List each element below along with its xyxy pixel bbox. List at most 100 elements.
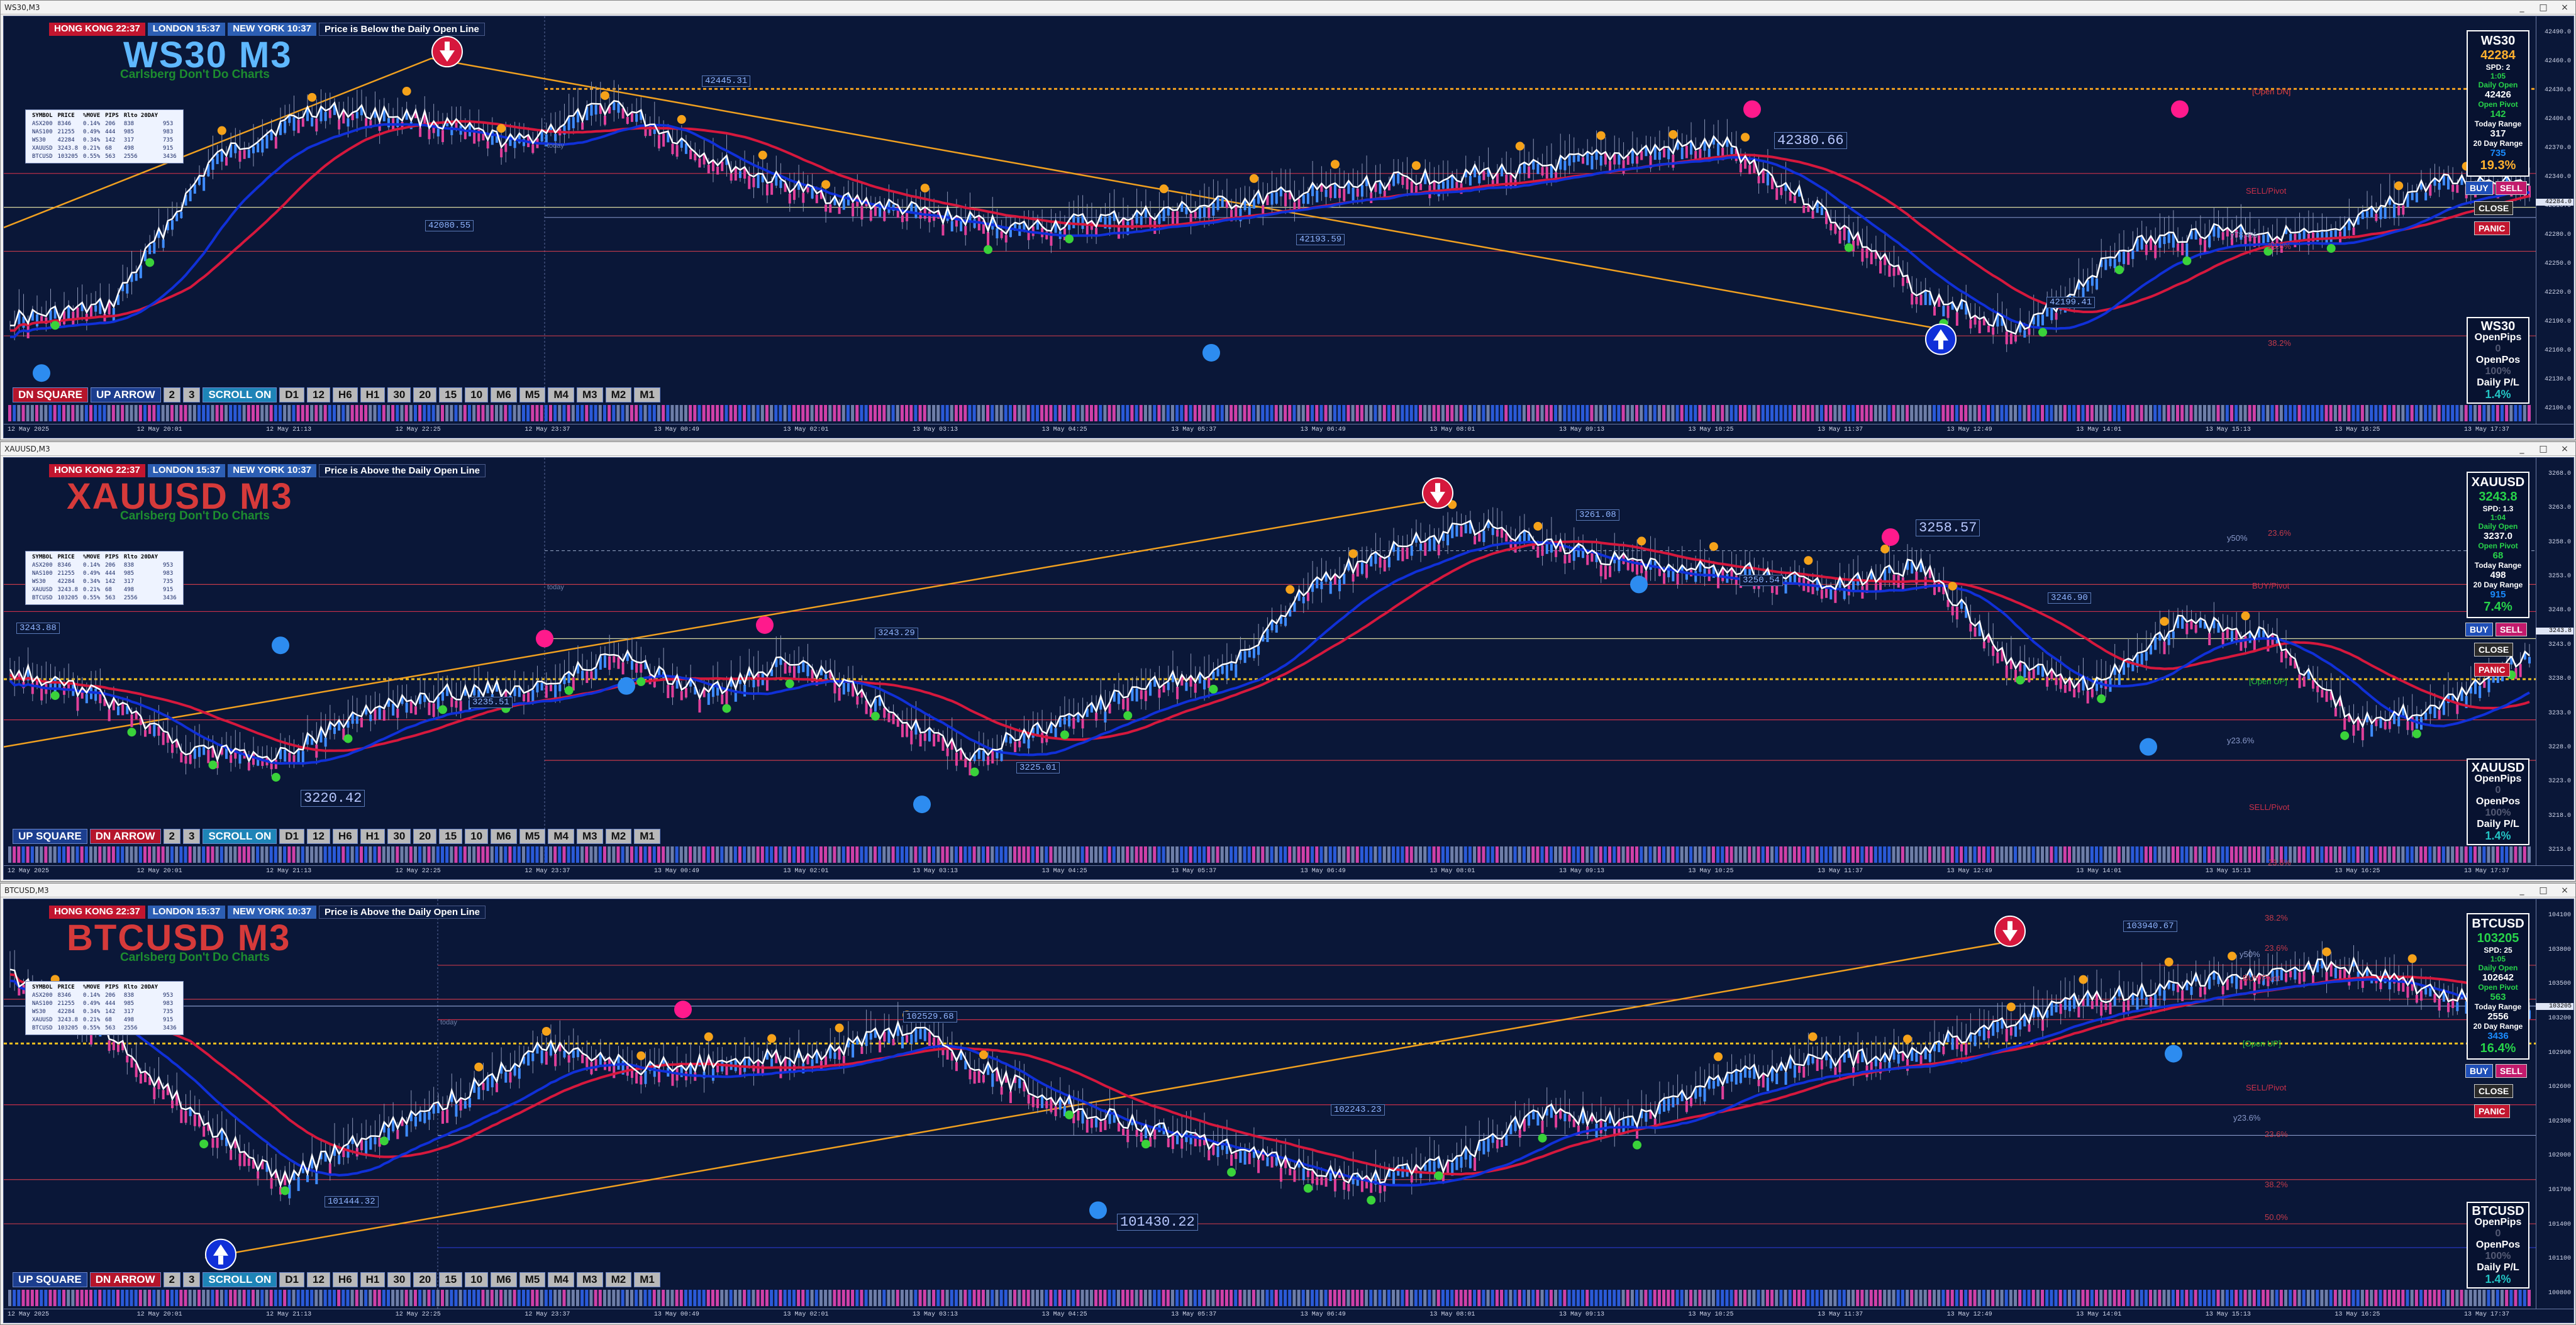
panic-button[interactable]: PANIC	[2474, 663, 2510, 677]
timeframe-button[interactable]: M5	[519, 1272, 546, 1287]
panic-button[interactable]: PANIC	[2474, 1104, 2510, 1118]
chart-window-btcusd[interactable]: BTCUSD,M3 _ □ × HONG KONG 22:37 LONDON 1…	[0, 883, 2576, 1325]
scroll-toggle-button[interactable]: SCROLL ON	[203, 1272, 277, 1287]
timeframe-button[interactable]: H1	[360, 829, 386, 844]
newyork-clock: NEW YORK 10:37	[228, 23, 316, 36]
time-axis[interactable]: 12 May 2025 12 May 20:01 12 May 21:13 12 Ma…	[4, 424, 2573, 438]
signal-arrow-button[interactable]: DN ARROW	[89, 829, 161, 844]
timeframe-button[interactable]: M1	[634, 829, 660, 844]
timeframe-button[interactable]: 10	[465, 387, 489, 402]
timeframe-button[interactable]: D1	[279, 829, 304, 844]
sell-button[interactable]: SELL	[2496, 181, 2527, 195]
close-positions-button[interactable]: CLOSE	[2474, 1084, 2514, 1098]
timeframe-button[interactable]: M4	[548, 829, 574, 844]
number-button[interactable]: 3	[182, 387, 201, 402]
panel-spread: SPD: 2	[2485, 63, 2511, 72]
timeframe-button[interactable]: M3	[576, 829, 603, 844]
price-plot[interactable]	[4, 899, 2536, 1309]
timeframe-button[interactable]: 15	[439, 387, 463, 402]
price-chart[interactable]: HONG KONG 22:37 LONDON 15:37 NEW YORK 10…	[3, 16, 2574, 438]
signal-shape-button[interactable]: UP SQUARE	[13, 829, 87, 844]
timeframe-button[interactable]: 10	[465, 1272, 489, 1287]
timeframe-button[interactable]: H1	[360, 387, 386, 402]
timeframe-button[interactable]: M6	[491, 829, 517, 844]
price-axis[interactable]: 3268.0 3263.0 3258.0 3253.0 3248.0 3243.0 3238…	[2536, 458, 2573, 865]
close-window-button[interactable]: ×	[2561, 443, 2568, 454]
signal-shape-button[interactable]: UP SQUARE	[13, 1272, 87, 1287]
timeframe-button[interactable]: M2	[605, 1272, 632, 1287]
price-chart[interactable]: HONG KONG 22:37 LONDON 15:37 NEW YORK 10…	[3, 457, 2574, 880]
price-plot[interactable]	[4, 16, 2536, 424]
timeframe-button[interactable]: M2	[605, 829, 632, 844]
buy-button[interactable]: BUY	[2465, 181, 2493, 195]
timeframe-button[interactable]: 30	[387, 1272, 411, 1287]
timeframe-button[interactable]: M4	[548, 387, 574, 402]
window-titlebar[interactable]: BTCUSD,M3 _ □ ×	[1, 884, 2575, 897]
timeframe-button[interactable]: 15	[439, 1272, 463, 1287]
timeframe-button[interactable]: M3	[576, 387, 603, 402]
timeframe-button[interactable]: M5	[519, 387, 546, 402]
close-window-button[interactable]: ×	[2561, 2, 2568, 13]
timeframe-button[interactable]: 12	[307, 1272, 330, 1287]
timeframe-button[interactable]: 20	[413, 387, 437, 402]
number-button[interactable]: 3	[182, 1272, 201, 1287]
panic-button[interactable]: PANIC	[2474, 221, 2510, 235]
timeframe-button[interactable]: D1	[279, 387, 304, 402]
price-chart[interactable]: HONG KONG 22:37 LONDON 15:37 NEW YORK 10…	[3, 899, 2574, 1323]
timeframe-button[interactable]: 20	[413, 1272, 437, 1287]
timeframe-button[interactable]: M3	[576, 1272, 603, 1287]
number-button[interactable]: 3	[182, 829, 201, 844]
timeframe-button[interactable]: 10	[465, 829, 489, 844]
timeframe-button[interactable]: M6	[491, 387, 517, 402]
timeframe-button[interactable]: 12	[307, 387, 330, 402]
scroll-toggle-button[interactable]: SCROLL ON	[203, 387, 277, 402]
sell-button[interactable]: SELL	[2496, 623, 2527, 636]
timeframe-button[interactable]: 30	[387, 387, 411, 402]
price-plot[interactable]	[4, 458, 2536, 865]
number-button[interactable]: 2	[163, 829, 180, 844]
close-positions-button[interactable]: CLOSE	[2474, 201, 2514, 215]
time-axis[interactable]: 12 May 2025 12 May 20:01 12 May 21:13 12 Ma…	[4, 865, 2573, 879]
signal-arrow-button[interactable]: DN ARROW	[89, 1272, 161, 1287]
timeframe-button[interactable]: M1	[634, 1272, 660, 1287]
timeframe-button[interactable]: M1	[634, 387, 660, 402]
table-cell: 498	[123, 145, 135, 152]
chart-window-xauusd[interactable]: XAUUSD,M3 _ □ × HONG KONG 22:37 LONDON 1…	[0, 441, 2576, 882]
timeframe-button[interactable]: M4	[548, 1272, 574, 1287]
window-titlebar[interactable]: WS30,M3 _ □ ×	[1, 1, 2575, 14]
number-button[interactable]: 2	[163, 387, 180, 402]
window-titlebar[interactable]: XAUUSD,M3 _ □ ×	[1, 442, 2575, 456]
time-tick-label: 13 May 16:25	[2334, 426, 2380, 433]
timeframe-button[interactable]: H6	[332, 829, 358, 844]
scroll-toggle-button[interactable]: SCROLL ON	[203, 829, 277, 844]
chart-window-ws30[interactable]: WS30,M3 _ □ × HONG KONG 22:37 LONDON 15:…	[0, 0, 2576, 440]
price-axis[interactable]: 104100 103800 103500 103200 102900 102600 1023…	[2536, 899, 2573, 1309]
timeframe-button[interactable]: 15	[439, 829, 463, 844]
timeframe-button[interactable]: D1	[279, 1272, 304, 1287]
sell-button[interactable]: SELL	[2496, 1064, 2527, 1078]
timeframe-button[interactable]: M5	[519, 829, 546, 844]
maximize-button[interactable]: □	[2539, 443, 2548, 454]
maximize-button[interactable]: □	[2539, 2, 2548, 13]
close-window-button[interactable]: ×	[2561, 885, 2568, 895]
buy-button[interactable]: BUY	[2465, 1064, 2493, 1078]
timeframe-button[interactable]: 30	[387, 829, 411, 844]
buy-button[interactable]: BUY	[2465, 623, 2493, 636]
minimize-button[interactable]: _	[2519, 443, 2524, 454]
timeframe-button[interactable]: 12	[307, 829, 330, 844]
maximize-button[interactable]: □	[2539, 885, 2548, 895]
signal-arrow-button[interactable]: UP ARROW	[91, 387, 161, 402]
time-axis[interactable]: 12 May 2025 12 May 20:01 12 May 21:13 12 Ma…	[4, 1309, 2573, 1322]
minimize-button[interactable]: _	[2519, 2, 2524, 13]
timeframe-button[interactable]: H6	[332, 1272, 358, 1287]
signal-shape-button[interactable]: DN SQUARE	[13, 387, 89, 402]
minimize-button[interactable]: _	[2519, 885, 2524, 895]
timeframe-button[interactable]: 20	[413, 829, 437, 844]
number-button[interactable]: 2	[163, 1272, 180, 1287]
price-axis[interactable]: 42490.0 42460.0 42430.0 42400.0 42370.0 42340…	[2536, 16, 2573, 424]
close-positions-button[interactable]: CLOSE	[2474, 643, 2514, 657]
timeframe-button[interactable]: H6	[332, 387, 358, 402]
timeframe-button[interactable]: M2	[605, 387, 632, 402]
timeframe-button[interactable]: M6	[491, 1272, 517, 1287]
timeframe-button[interactable]: H1	[360, 1272, 386, 1287]
